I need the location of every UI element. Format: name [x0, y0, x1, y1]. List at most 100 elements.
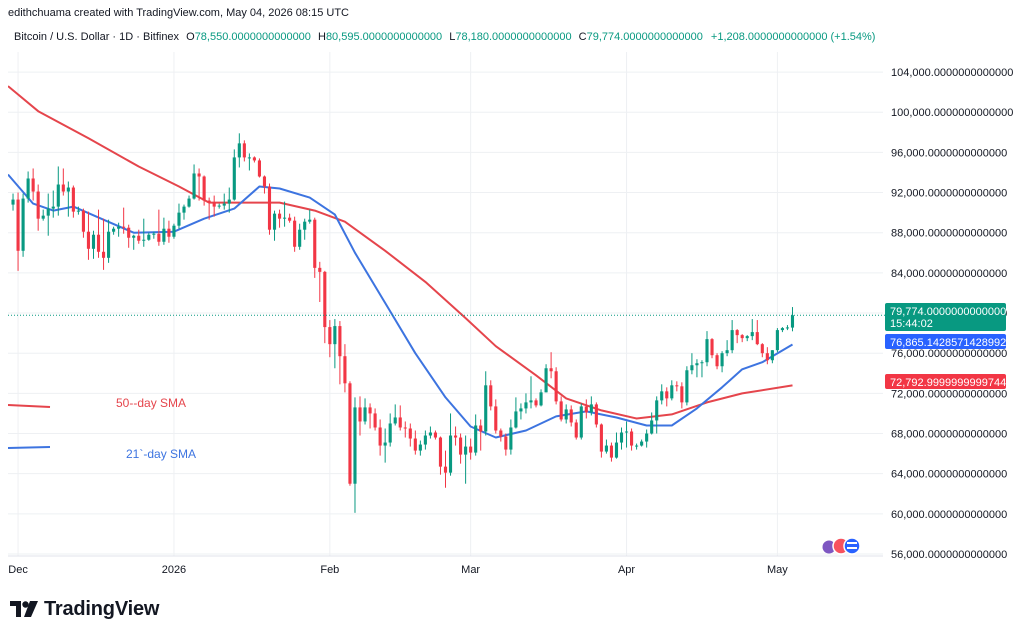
candle[interactable]: [267, 183, 272, 235]
candle[interactable]: [539, 389, 543, 407]
candle[interactable]: [650, 412, 654, 435]
candle[interactable]: [775, 328, 779, 353]
candle[interactable]: [750, 319, 754, 341]
candle[interactable]: [393, 404, 397, 426]
candle[interactable]: [700, 360, 704, 378]
candle[interactable]: [76, 206, 80, 215]
candle[interactable]: [720, 351, 724, 373]
candle[interactable]: [383, 428, 387, 463]
candle[interactable]: [564, 404, 568, 424]
candle[interactable]: [428, 426, 432, 439]
candle[interactable]: [680, 382, 684, 409]
candle[interactable]: [740, 334, 744, 343]
candle[interactable]: [509, 419, 513, 455]
candle[interactable]: [101, 218, 106, 270]
candle[interactable]: [247, 153, 251, 171]
candle[interactable]: [172, 223, 176, 239]
candle[interactable]: [328, 320, 332, 358]
candle[interactable]: [288, 213, 292, 223]
candle[interactable]: [227, 187, 231, 213]
candle[interactable]: [630, 428, 634, 451]
candle[interactable]: [61, 168, 65, 196]
candle[interactable]: [122, 207, 126, 234]
candle[interactable]: [514, 397, 518, 429]
candle[interactable]: [368, 403, 372, 429]
candle[interactable]: [499, 428, 503, 442]
candle[interactable]: [147, 232, 151, 241]
candle[interactable]: [358, 396, 362, 436]
candle[interactable]: [86, 211, 91, 260]
candle[interactable]: [710, 338, 714, 359]
candle[interactable]: [504, 433, 508, 456]
flag-icon[interactable]: [822, 537, 861, 555]
candle[interactable]: [217, 203, 221, 209]
candle[interactable]: [26, 171, 30, 203]
candle[interactable]: [373, 408, 377, 431]
candle[interactable]: [293, 216, 297, 252]
candle[interactable]: [353, 397, 357, 513]
candle[interactable]: [117, 222, 121, 237]
candle[interactable]: [71, 185, 75, 218]
candle[interactable]: [780, 327, 784, 333]
candle[interactable]: [127, 224, 131, 248]
candle[interactable]: [298, 223, 302, 250]
candle[interactable]: [725, 340, 729, 357]
candle[interactable]: [212, 195, 216, 217]
candle[interactable]: [403, 421, 407, 438]
candle[interactable]: [745, 335, 749, 342]
candle[interactable]: [363, 398, 367, 425]
candlestick-chart[interactable]: 56,000.0000000000000 60,000.0000000000000…: [7, 24, 1016, 582]
candle[interactable]: [338, 321, 342, 385]
candle[interactable]: [398, 405, 402, 431]
candle[interactable]: [237, 133, 241, 168]
candle[interactable]: [162, 217, 166, 245]
candle[interactable]: [660, 384, 664, 405]
candle[interactable]: [645, 429, 649, 448]
candle[interactable]: [448, 413, 453, 476]
candle[interactable]: [695, 359, 699, 378]
candle[interactable]: [624, 421, 629, 448]
sma50-line[interactable]: [7, 85, 793, 420]
candle[interactable]: [469, 438, 473, 460]
candle[interactable]: [735, 329, 739, 344]
candle[interactable]: [594, 402, 598, 428]
candle[interactable]: [675, 381, 679, 392]
candle[interactable]: [438, 436, 443, 475]
candle[interactable]: [413, 430, 417, 455]
candle[interactable]: [770, 350, 774, 364]
candle[interactable]: [484, 371, 488, 436]
candle[interactable]: [222, 193, 226, 210]
candle[interactable]: [388, 413, 392, 447]
candle[interactable]: [549, 352, 553, 379]
candle[interactable]: [670, 380, 674, 401]
candle[interactable]: [464, 435, 468, 484]
candle[interactable]: [283, 201, 287, 227]
candle[interactable]: [790, 307, 795, 332]
chart-frame[interactable]: 56,000.0000000000000 60,000.0000000000000…: [7, 24, 1016, 582]
candle[interactable]: [418, 440, 422, 456]
candle[interactable]: [635, 443, 639, 450]
candle[interactable]: [31, 168, 35, 201]
candle[interactable]: [554, 367, 558, 405]
candle[interactable]: [66, 181, 70, 217]
candle[interactable]: [192, 164, 196, 200]
candle[interactable]: [257, 158, 261, 178]
candle[interactable]: [152, 231, 156, 239]
candle[interactable]: [433, 430, 438, 440]
candle[interactable]: [408, 423, 412, 447]
candle[interactable]: [46, 193, 50, 236]
candle[interactable]: [589, 396, 593, 416]
candle[interactable]: [579, 403, 583, 440]
candle[interactable]: [51, 190, 55, 218]
candle[interactable]: [11, 193, 15, 211]
candle[interactable]: [107, 219, 111, 263]
candle[interactable]: [308, 209, 312, 224]
candle[interactable]: [423, 430, 427, 450]
candle[interactable]: [785, 325, 790, 331]
candle[interactable]: [232, 149, 236, 201]
candle[interactable]: [182, 204, 186, 220]
candle[interactable]: [529, 376, 533, 409]
candle[interactable]: [479, 419, 483, 451]
candle[interactable]: [207, 197, 211, 220]
candle[interactable]: [313, 217, 317, 278]
